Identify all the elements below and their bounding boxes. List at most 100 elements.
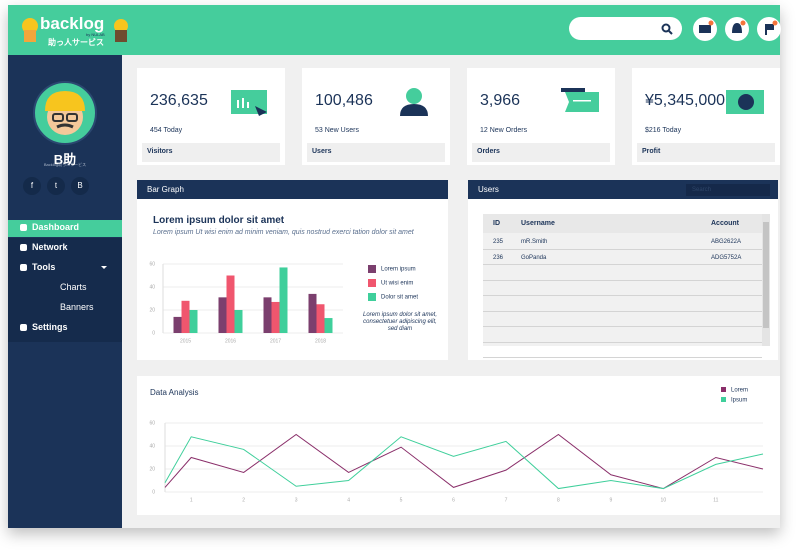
profile-subtitle: Backlog助っ人サービス — [43, 162, 87, 167]
stat-value: 100,486 — [315, 92, 373, 109]
bar — [316, 304, 325, 333]
table-row-line — [483, 295, 762, 296]
header-icons — [661, 17, 781, 41]
stat-band — [637, 143, 775, 162]
search-input[interactable] — [569, 17, 682, 40]
avatar — [33, 81, 97, 145]
x-tick-label: 2018 — [315, 338, 326, 344]
x-tick-label: 6 — [452, 497, 455, 503]
x-tick-label: 9 — [609, 497, 612, 503]
stat-label: Profit — [642, 148, 661, 155]
x-tick-label: 2 — [242, 497, 245, 503]
chart-annotation: Lorem ipsum dolor sit amet, consectetuer… — [362, 312, 438, 332]
stat-icon — [726, 90, 764, 114]
legend-label: Ipsum — [731, 398, 747, 404]
stat-sub: $216 Today — [645, 127, 682, 134]
x-tick-label: 8 — [557, 497, 560, 503]
bar — [308, 293, 317, 333]
stat-band — [307, 143, 445, 162]
table-cell: ABG2622A — [711, 239, 742, 245]
legend-swatch — [368, 279, 376, 287]
y-tick-label: 20 — [149, 307, 155, 313]
x-tick-label: 3 — [295, 497, 298, 503]
line-series — [164, 433, 764, 490]
stat-value: ¥5,345,000 — [645, 92, 726, 109]
table-cell: mR.Smith — [521, 239, 548, 245]
table-row-line — [483, 326, 762, 327]
y-tick-label: 60 — [149, 261, 155, 267]
bar — [189, 310, 198, 333]
stat-band — [472, 143, 610, 162]
legend-swatch — [721, 387, 726, 392]
logo-sub: 助っ人サービス — [48, 38, 104, 47]
nav-caret — [101, 266, 107, 269]
bar — [279, 267, 288, 333]
stat-value: 236,635 — [150, 92, 208, 109]
profile-name: B助 — [53, 152, 77, 167]
panel-title: Bar Graph — [147, 185, 184, 194]
table-row-line — [483, 279, 762, 281]
bar — [324, 318, 333, 333]
stat-label: Users — [312, 148, 332, 155]
nav-icon — [20, 264, 27, 271]
nav-item[interactable]: Network — [32, 242, 68, 252]
stat-sub: 454 Today — [150, 127, 183, 134]
bar — [173, 316, 182, 333]
users-table: ID Username Account 235 mR.Smith ABG2622A 236 G… — [483, 214, 762, 358]
nav-item[interactable]: Dashboard — [32, 222, 80, 232]
table-header: Account — [711, 220, 739, 227]
table-header: Username — [521, 220, 555, 227]
x-tick-label: 1 — [190, 497, 193, 503]
chart-title: Data Analysis — [150, 388, 199, 397]
scrollbar-thumb[interactable] — [763, 222, 769, 328]
chart-subtitle: Lorem ipsum Ut wisi enim ad minim veniam… — [153, 229, 414, 236]
bar-chart: 0 20 40 60 2015 2016 2017 2018 Lorem ipsum Ut wis… — [149, 261, 418, 344]
legend-label: Lorem ipsum — [381, 267, 416, 273]
stat-icon — [231, 90, 267, 116]
nav-item[interactable]: Tools — [32, 262, 56, 272]
stat-band — [142, 143, 280, 162]
stat-icon — [561, 88, 599, 112]
social-button[interactable]: B — [71, 177, 89, 195]
nav-icon — [20, 324, 27, 331]
table-cell: 236 — [493, 254, 504, 261]
bar — [181, 300, 190, 333]
nav-item[interactable]: Banners — [60, 302, 94, 312]
sidebar-subnav — [8, 238, 122, 342]
bar — [226, 275, 235, 333]
bar — [263, 297, 272, 333]
legend-label: Ut wisi enim — [381, 281, 413, 287]
nav-icon — [20, 224, 27, 231]
x-tick-label: 2017 — [270, 338, 281, 344]
nav-item[interactable]: Settings — [32, 322, 68, 332]
line-chart: 0 20 40 60 1 2 3 4 5 6 7 8 9 10 11 Lorem Ipsum — [149, 387, 764, 503]
legend-label: Dolor sit amet — [381, 295, 418, 301]
x-tick-label: 10 — [661, 497, 667, 503]
x-tick-label: 2016 — [225, 338, 236, 344]
logo-by: by NULAB — [86, 32, 105, 37]
table-row-line — [483, 248, 762, 250]
panel-title: Users — [478, 185, 499, 194]
social-button[interactable]: t — [47, 177, 65, 195]
x-tick-label: 4 — [347, 497, 350, 503]
table-cell: ADG5752A — [711, 254, 742, 261]
legend-swatch — [368, 293, 376, 301]
nav-item[interactable]: Charts — [60, 282, 87, 292]
nav-active — [8, 220, 122, 237]
y-tick-label: 0 — [152, 330, 155, 336]
nav-icon — [20, 244, 27, 251]
legend-swatch — [721, 397, 726, 402]
users-search[interactable]: Search — [686, 184, 770, 196]
stat-sub: 12 New Orders — [480, 127, 528, 134]
y-tick-label: 20 — [149, 466, 155, 472]
stat-icon — [400, 88, 428, 116]
table-row-line — [483, 264, 762, 265]
logo: backlog — [40, 14, 105, 33]
x-tick-label: 2015 — [180, 338, 191, 344]
bar — [234, 310, 243, 333]
bar-panel-header — [137, 180, 448, 199]
social-button[interactable]: f — [23, 177, 41, 195]
x-tick-label: 5 — [400, 497, 403, 503]
legend-swatch — [368, 265, 376, 273]
